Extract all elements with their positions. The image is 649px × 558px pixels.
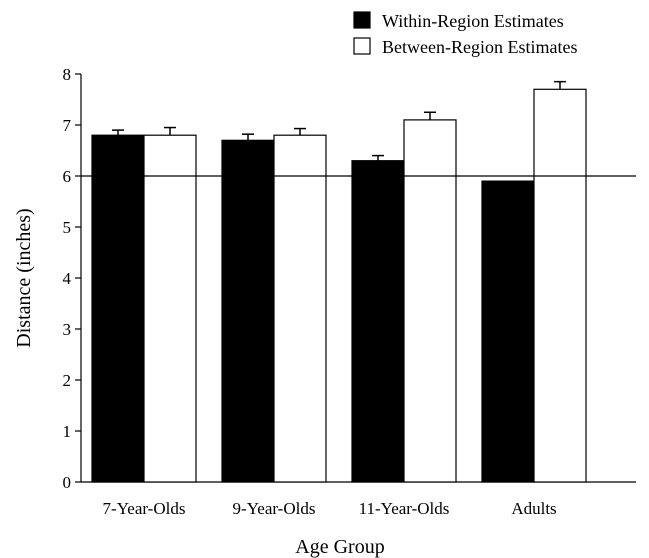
bar-within-3: [481, 180, 535, 483]
x-tick-label: 11-Year-Olds: [359, 499, 450, 518]
bar-within-0: [91, 134, 145, 483]
bar-between-2: [403, 119, 457, 483]
x-tick-label: 9-Year-Olds: [233, 499, 316, 518]
y-tick-label: 3: [63, 320, 72, 339]
x-tick-label: Adults: [511, 499, 556, 518]
x-axis-label: Age Group: [295, 536, 384, 558]
legend: Within-Region Estimates Between-Region E…: [353, 11, 577, 57]
y-tick-label: 6: [63, 167, 72, 186]
legend-swatch-within: [353, 11, 371, 29]
x-tick-label: 7-Year-Olds: [103, 499, 186, 518]
y-axis-ticks: 0 1 2 3 4 5 6 7 8: [63, 65, 81, 492]
y-axis-label: Distance (inches): [13, 208, 35, 347]
bar-within-2: [351, 160, 405, 483]
y-tick-label: 8: [63, 65, 72, 84]
bar-between-0: [143, 134, 197, 483]
legend-swatch-between: [353, 37, 371, 55]
legend-label-between: Between-Region Estimates: [382, 37, 577, 57]
bars: [81, 80, 636, 483]
y-tick-label: 7: [63, 116, 72, 135]
bar-within-1: [221, 139, 275, 483]
y-tick-label: 0: [63, 473, 72, 492]
bar-between-3: [533, 88, 587, 483]
y-tick-label: 1: [63, 422, 72, 441]
y-tick-label: 2: [63, 371, 72, 390]
y-tick-label: 5: [63, 218, 72, 237]
y-tick-label: 4: [63, 269, 72, 288]
x-axis-tick-labels: 7-Year-Olds 9-Year-Olds 11-Year-Olds Adults: [103, 499, 557, 518]
legend-label-within: Within-Region Estimates: [382, 11, 564, 31]
bar-between-1: [273, 134, 327, 483]
